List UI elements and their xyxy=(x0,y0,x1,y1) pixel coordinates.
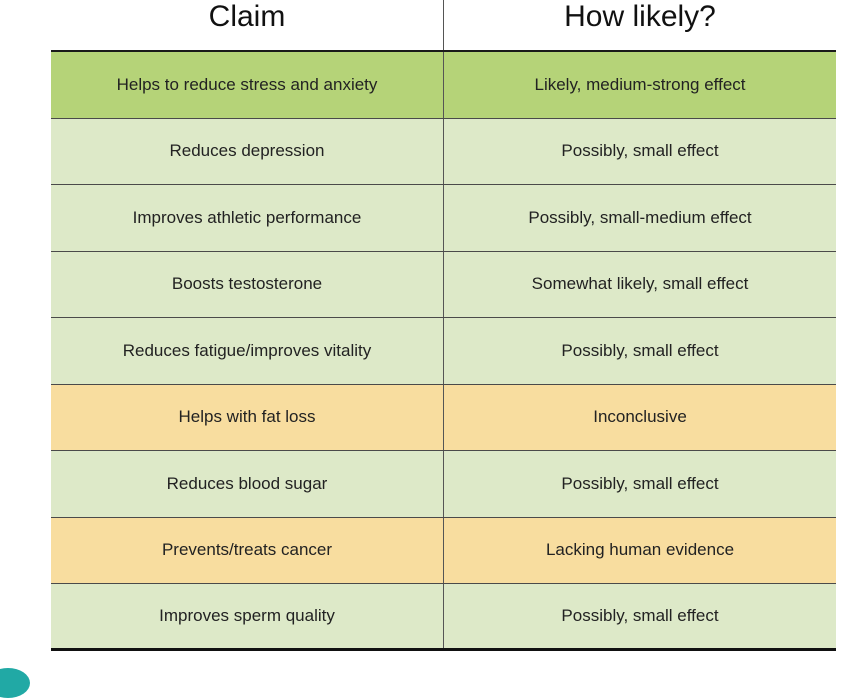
claim-cell: Prevents/treats cancer xyxy=(51,517,444,583)
likelihood-cell: Possibly, small effect xyxy=(561,473,719,493)
table-row: Reduces depression Possibly, small effec… xyxy=(51,118,836,185)
table-row: Helps to reduce stress and anxiety Likel… xyxy=(51,52,836,119)
likelihood-column-header: How likely? xyxy=(564,0,716,33)
claim-cell: Reduces depression xyxy=(51,118,444,184)
claim-column-header: Claim xyxy=(51,0,444,50)
claim-cell: Reduces fatigue/improves vitality xyxy=(51,318,444,384)
table-row: Prevents/treats cancer Lacking human evi… xyxy=(51,517,836,584)
table-row: Helps with fat loss Inconclusive xyxy=(51,384,836,451)
table-row: Reduces fatigue/improves vitality Possib… xyxy=(51,318,836,385)
table-row: Boosts testosterone Somewhat likely, sma… xyxy=(51,251,836,318)
corner-decoration xyxy=(0,668,30,698)
table-header: Claim How likely? xyxy=(51,0,836,52)
likelihood-cell: Inconclusive xyxy=(593,407,687,427)
evidence-table: Claim How likely? Helps to reduce stress… xyxy=(51,0,836,651)
likelihood-cell: Possibly, small-medium effect xyxy=(528,207,752,227)
claim-cell: Boosts testosterone xyxy=(51,251,444,317)
table-row: Reduces blood sugar Possibly, small effe… xyxy=(51,451,836,518)
likelihood-cell: Lacking human evidence xyxy=(545,540,735,560)
table-row: Improves athletic performance Possibly, … xyxy=(51,185,836,252)
claim-cell: Improves sperm quality xyxy=(51,584,444,648)
likelihood-cell: Somewhat likely, small effect xyxy=(531,274,749,294)
likelihood-cell: Possibly, small effect xyxy=(561,141,719,161)
claim-cell: Helps to reduce stress and anxiety xyxy=(51,52,444,118)
claim-cell: Helps with fat loss xyxy=(51,384,444,450)
table-row: Improves sperm quality Possibly, small e… xyxy=(51,584,836,651)
likelihood-cell: Possibly, small effect xyxy=(561,340,719,360)
claim-cell: Improves athletic performance xyxy=(51,185,444,251)
likelihood-cell: Possibly, small effect xyxy=(561,605,719,625)
claim-cell: Reduces blood sugar xyxy=(51,451,444,517)
likelihood-cell: Likely, medium-strong effect xyxy=(534,74,746,94)
